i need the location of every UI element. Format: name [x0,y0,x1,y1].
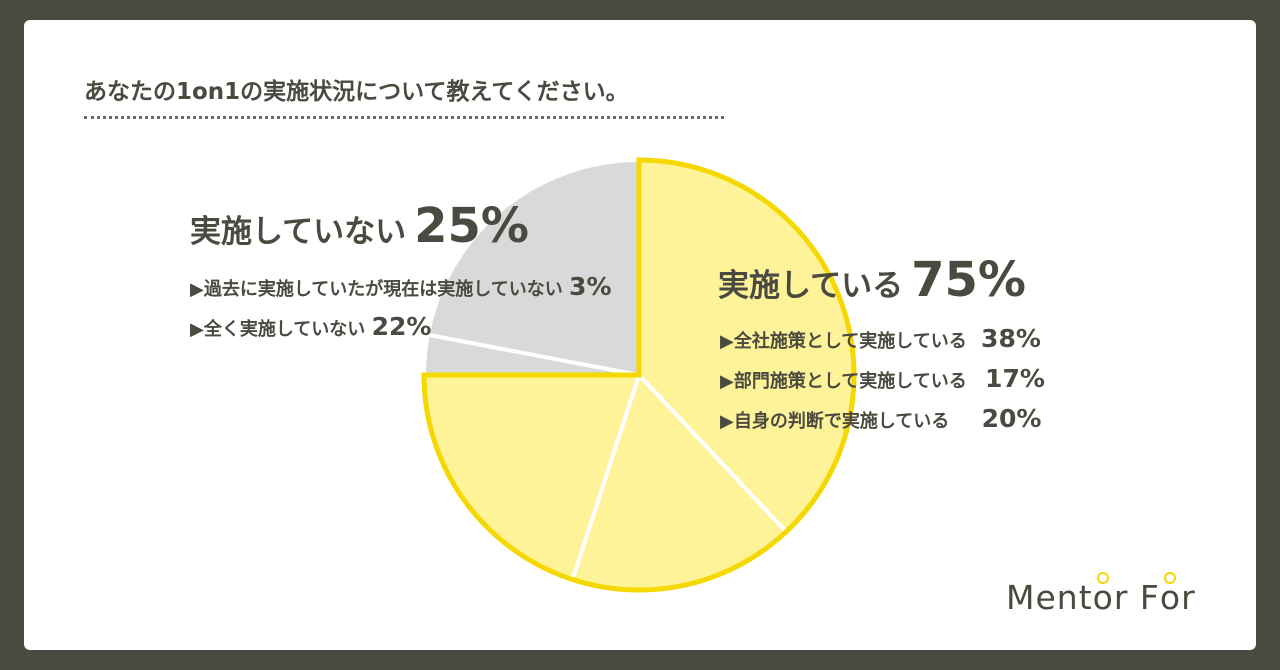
legend-item-past-implemented: ▶過去に実施していたが現在は実施していない 3% [190,272,612,301]
legend-item-own-judgment: ▶自身の判断で実施している 20% [720,404,1041,433]
not-implemented-label: 実施していない 25% [190,198,529,254]
implemented-title: 実施している [718,268,904,304]
legend-item-percent: 20% [981,404,1042,433]
legend-item-percent: 17% [985,364,1045,393]
implemented-label: 実施している 75% [718,252,1026,308]
mentor-for-logo: Mento r Fo r [1006,572,1196,617]
slice-never-implemented [425,157,641,378]
legend-item-department: ▶部門施策として実施している 17% [720,364,1045,393]
legend-item-never-implemented: ▶全く実施していない 22% [190,312,431,341]
legend-item-percent: 38% [981,324,1041,353]
legend-item-label: ▶全く実施していない [190,319,366,340]
title-dotted-divider [84,116,724,119]
pie-chart [421,157,857,593]
legend-item-percent: 22% [371,312,432,341]
chart-title: あなたの1on1の実施状況について教えてください。 [84,79,629,105]
legend-item-label: ▶自身の判断で実施している [720,411,950,432]
not-implemented-percent: 25% [414,198,529,254]
implemented-group-outline [421,157,857,593]
chart-card: あなたの1on1の実施状況について教えてください。 実施していない 25% ▶過去… [24,20,1256,650]
implemented-percent: 75% [911,252,1026,308]
legend-item-label: ▶部門施策として実施している [720,371,967,392]
legend-item-company-wide: ▶全社施策として実施している 38% [720,324,1041,353]
legend-item-label: ▶過去に実施していたが現在は実施していない [190,279,563,300]
not-implemented-title: 実施していない [190,214,407,250]
legend-item-percent: 3% [569,272,612,301]
legend-item-label: ▶全社施策として実施している [720,331,967,352]
